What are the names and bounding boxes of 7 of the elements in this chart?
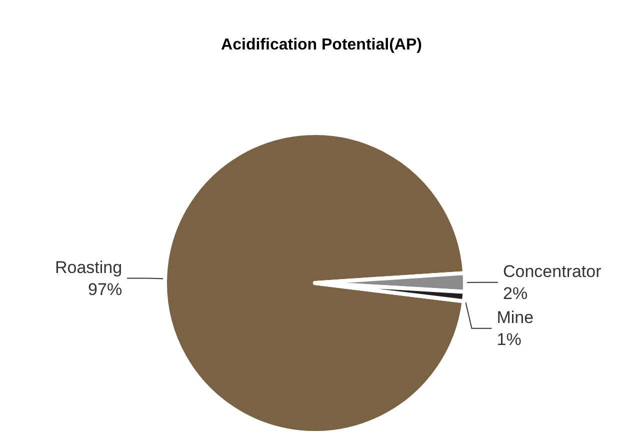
slice-label: Concentrator [503,262,602,281]
slice-label: Roasting [54,258,122,277]
data-label: 1% [496,330,522,349]
slice-label: Mine [496,308,534,327]
data-label: 2% [503,284,528,303]
chart-title: Acidification Potential(AP) [221,36,422,54]
data-label: 97% [88,280,122,299]
